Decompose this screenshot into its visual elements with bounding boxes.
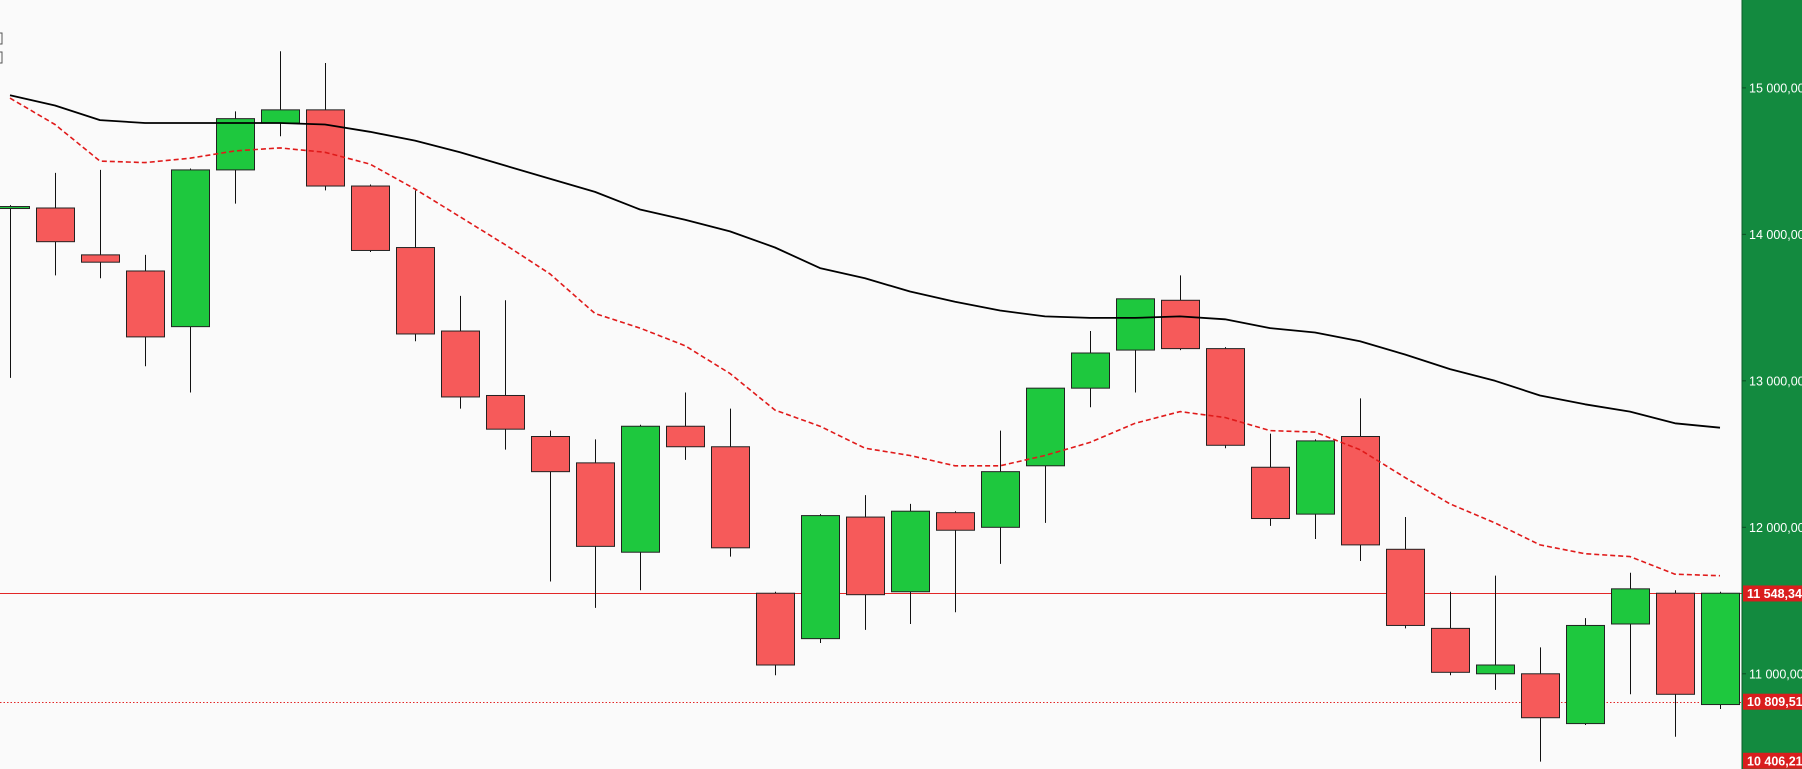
candle-up[interactable] xyxy=(891,510,930,593)
candle-down[interactable] xyxy=(36,207,75,243)
candle-up[interactable] xyxy=(1701,592,1740,706)
candle-up[interactable] xyxy=(0,206,30,210)
y-tick-label: 12 000,00 xyxy=(1749,521,1802,535)
candle-down[interactable] xyxy=(1161,299,1200,350)
candle-down[interactable] xyxy=(441,330,480,398)
candle-down[interactable] xyxy=(81,254,120,263)
y-tick-label: 13 000,00 xyxy=(1749,374,1802,388)
price-tags: 11 548,34 10 809,51 10 406,21 xyxy=(1743,585,1802,769)
price-tag-box xyxy=(1743,693,1802,710)
price-axis-ticks: 15 000,00 14 000,00 13 000,00 12 000,00 11 0… xyxy=(1742,81,1802,681)
candle-down[interactable] xyxy=(756,592,795,666)
candle-down[interactable] xyxy=(531,435,570,473)
candle-up[interactable] xyxy=(1116,298,1155,351)
candle-down[interactable] xyxy=(486,394,525,430)
candle-down[interactable] xyxy=(1656,592,1695,695)
y-tick-label: 15 000,00 xyxy=(1749,81,1802,95)
candle-down[interactable] xyxy=(576,462,615,547)
candle-down[interactable] xyxy=(1521,673,1560,719)
candle-up[interactable] xyxy=(1611,588,1650,625)
price-tag-box xyxy=(1743,585,1802,602)
candle-down[interactable] xyxy=(1431,627,1470,673)
y-tick-label: 14 000,00 xyxy=(1749,228,1802,242)
y-tick-label: 11 000,00 xyxy=(1749,667,1802,681)
candle-up[interactable] xyxy=(621,425,660,553)
candle-down[interactable] xyxy=(936,512,975,531)
candle-up[interactable] xyxy=(1476,664,1515,675)
candle-down[interactable] xyxy=(1251,466,1290,520)
candle-up[interactable] xyxy=(1566,624,1605,725)
candle-up[interactable] xyxy=(1071,352,1110,389)
price-axis-panel[interactable] xyxy=(1742,0,1802,769)
candle-up[interactable] xyxy=(261,109,300,124)
candle-down[interactable] xyxy=(126,270,165,338)
candle-down[interactable] xyxy=(1206,348,1245,446)
candle-down[interactable] xyxy=(1386,548,1425,626)
moving-average-dashed-line xyxy=(9,97,1721,577)
candle-down[interactable] xyxy=(306,109,345,187)
moving-average-solid-line xyxy=(9,94,1721,429)
candle-bodies[interactable] xyxy=(0,109,1740,725)
candle-down[interactable] xyxy=(711,446,750,549)
candle-up[interactable] xyxy=(801,515,840,640)
candle-down[interactable] xyxy=(396,247,435,335)
candle-down[interactable] xyxy=(666,425,705,448)
candle-down[interactable] xyxy=(1341,435,1380,546)
candle-down[interactable] xyxy=(351,185,390,251)
candle-up[interactable] xyxy=(216,118,255,171)
corner-mark xyxy=(0,51,3,64)
candle-up[interactable] xyxy=(981,471,1020,528)
price-tag-label: 10 809,51 xyxy=(1747,695,1802,709)
candle-up[interactable] xyxy=(171,169,210,328)
candle-up[interactable] xyxy=(1296,440,1335,515)
price-tag-label: 11 548,34 xyxy=(1747,587,1802,601)
moving-average-lines xyxy=(9,94,1721,577)
corner-mark xyxy=(0,32,3,45)
candle-up[interactable] xyxy=(1026,387,1065,467)
candle-down[interactable] xyxy=(846,516,885,596)
price-tag-label: 10 406,21 xyxy=(1747,754,1802,768)
chart-corner-marks xyxy=(0,32,3,64)
price-tag-box xyxy=(1743,752,1802,769)
